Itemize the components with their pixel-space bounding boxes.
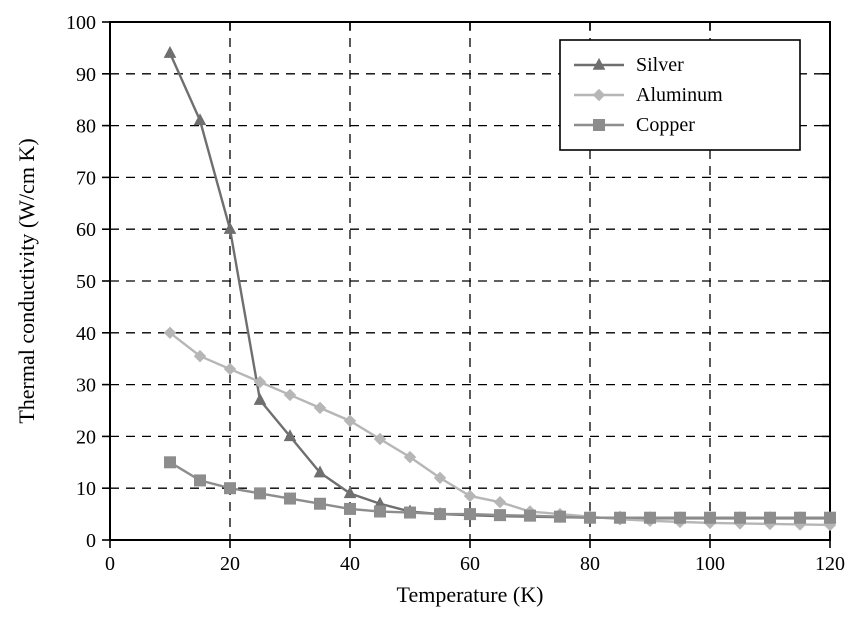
y-tick-label: 50 [76,271,96,293]
legend-label: Copper [636,114,695,136]
x-axis-label: Temperature (K) [397,582,544,607]
x-tick-label: 40 [340,553,360,575]
y-tick-label: 10 [76,478,96,500]
y-tick-label: 30 [76,375,96,397]
y-tick-label: 20 [76,426,96,448]
y-tick-label: 40 [76,323,96,345]
x-tick-label: 20 [220,553,240,575]
x-tick-label: 60 [460,553,480,575]
y-tick-label: 80 [76,116,96,138]
y-tick-label: 60 [76,219,96,241]
x-tick-label: 80 [580,553,600,575]
y-axis-label: Thermal conductivity (W/cm K) [14,138,39,423]
y-tick-label: 90 [76,64,96,86]
y-tick-label: 70 [76,167,96,189]
legend: Silver Aluminum Copper [560,40,800,150]
x-tick-label: 120 [815,553,845,575]
y-tick-label: 100 [66,12,96,34]
legend-label: Silver [636,54,684,76]
thermal-conductivity-chart: 0 20 40 60 80 100 120 0 10 20 30 40 50 60 70 80 90 100 Tem… [0,0,860,617]
chart-container: 0 20 40 60 80 100 120 0 10 20 30 40 50 60 70 80 90 100 Tem… [0,0,860,617]
x-tick-label: 0 [105,553,115,575]
legend-label: Aluminum [636,84,723,106]
y-tick-label: 0 [86,530,96,552]
x-tick-label: 100 [695,553,725,575]
